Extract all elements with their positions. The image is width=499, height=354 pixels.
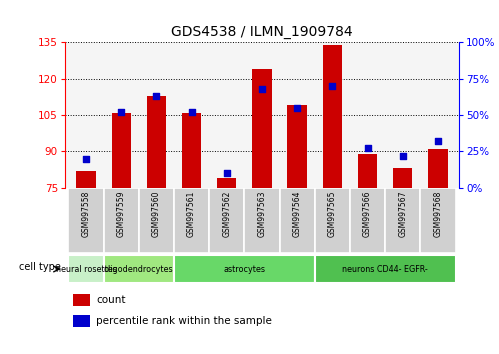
Bar [139, 188, 174, 253]
Bar [68, 255, 104, 283]
Point [434, 138, 442, 144]
Bar [182, 113, 201, 188]
Text: astrocytes: astrocytes [224, 264, 265, 274]
Text: GSM997563: GSM997563 [257, 191, 266, 238]
Text: count: count [96, 295, 126, 306]
Text: neurons CD44- EGFR-: neurons CD44- EGFR- [342, 264, 428, 274]
Point [188, 109, 196, 115]
Text: GSM997562: GSM997562 [222, 191, 231, 237]
Bar [350, 188, 385, 253]
Bar [358, 154, 377, 188]
Point [258, 86, 266, 92]
Bar [104, 255, 174, 283]
Bar [111, 113, 131, 188]
Text: GSM997561: GSM997561 [187, 191, 196, 237]
Bar [315, 255, 456, 283]
Point [328, 83, 336, 89]
Text: cell type: cell type [19, 262, 61, 273]
Bar [104, 188, 139, 253]
Bar [420, 188, 456, 253]
Bar [174, 188, 209, 253]
Bar [315, 188, 350, 253]
Text: GSM997566: GSM997566 [363, 191, 372, 238]
Bar [279, 188, 315, 253]
Title: GDS4538 / ILMN_1909784: GDS4538 / ILMN_1909784 [171, 25, 353, 39]
Text: GSM997558: GSM997558 [81, 191, 90, 237]
Text: oligodendrocytes: oligodendrocytes [104, 264, 174, 274]
Bar [76, 171, 96, 188]
Bar [217, 178, 237, 188]
Bar [209, 188, 245, 253]
Text: GSM997568: GSM997568 [434, 191, 443, 237]
Bar [428, 149, 448, 188]
Point [152, 93, 160, 99]
Bar [73, 295, 89, 306]
Bar [252, 69, 271, 188]
Point [117, 109, 125, 115]
Point [223, 170, 231, 176]
Text: neural rosettes: neural rosettes [55, 264, 116, 274]
Bar [245, 188, 279, 253]
Bar [385, 188, 420, 253]
Text: GSM997567: GSM997567 [398, 191, 407, 238]
Bar [73, 315, 89, 327]
Bar [323, 45, 342, 188]
Point [364, 145, 372, 151]
Bar [174, 255, 315, 283]
Text: GSM997560: GSM997560 [152, 191, 161, 238]
Bar [68, 188, 104, 253]
Point [399, 153, 407, 159]
Text: GSM997564: GSM997564 [293, 191, 302, 238]
Bar [393, 168, 413, 188]
Point [293, 105, 301, 111]
Text: GSM997565: GSM997565 [328, 191, 337, 238]
Bar [287, 105, 307, 188]
Bar [147, 96, 166, 188]
Text: percentile rank within the sample: percentile rank within the sample [96, 316, 272, 326]
Point [82, 156, 90, 161]
Text: GSM997559: GSM997559 [117, 191, 126, 238]
